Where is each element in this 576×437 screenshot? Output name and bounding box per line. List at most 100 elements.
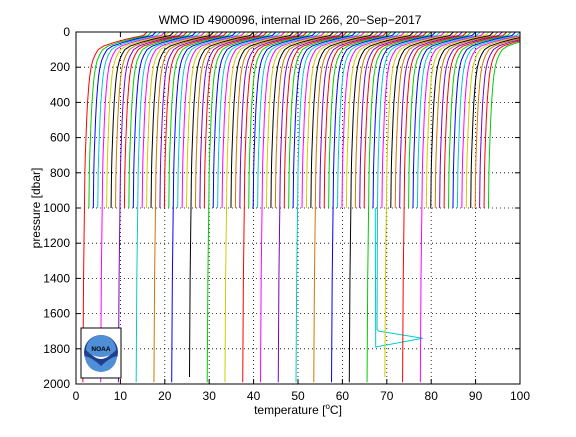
profile-line-34 [230, 32, 294, 209]
profile-line-17 [153, 32, 219, 383]
profile-line-10 [123, 32, 188, 209]
profile-line-19 [163, 32, 228, 209]
profile-line-54 [319, 32, 383, 209]
profile-line-20 [168, 32, 232, 209]
x-tick-label: 90 [469, 389, 483, 403]
y-tick-label: 600 [50, 131, 70, 145]
profile-line-49 [295, 32, 361, 383]
x-label-main: temperature [ [254, 403, 326, 417]
plot-area: 0 10 20 30 40 50 60 70 80 90 100 0 200 400 600 800 1000… [43, 25, 530, 403]
profile-line-48 [292, 32, 357, 209]
y-axis-ticks: 0 200 400 600 800 1000 1200 1400 1600 1800 2000 [43, 25, 520, 391]
profile-line-31 [217, 32, 281, 209]
profile-line-15 [146, 32, 210, 209]
y-tick-label: 1000 [43, 201, 70, 215]
y-tick-label: 1600 [43, 307, 70, 321]
profile-line-33 [224, 32, 290, 383]
x-axis-ticks: 0 10 20 30 40 50 60 70 80 90 100 [73, 32, 530, 403]
y-tick-label: 2000 [43, 377, 70, 391]
profile-line-9 [117, 32, 183, 383]
profile-line-40 [257, 32, 321, 209]
profile-line-91 [483, 40, 520, 209]
y-tick-label: 800 [50, 166, 70, 180]
profile-line-82 [443, 32, 508, 209]
profile-line-56 [328, 32, 392, 209]
profile-line-29 [206, 32, 272, 383]
x-tick-label: 60 [336, 389, 350, 403]
profile-line-76 [416, 32, 481, 209]
profile-line-36 [239, 32, 303, 209]
profile-line-65 [366, 32, 432, 383]
profile-line-1 [82, 32, 148, 383]
profile-line-38 [248, 32, 312, 209]
profile-line-75 [412, 32, 476, 209]
profile-line-61 [348, 32, 414, 383]
profile-line-52 [310, 32, 374, 209]
profile-line-69 [384, 32, 450, 377]
y-tick-label: 1400 [43, 271, 70, 285]
profile-line-3 [92, 32, 157, 209]
profile-line-55 [323, 32, 388, 209]
profile-line-14 [141, 32, 206, 209]
profile-line-28 [203, 32, 268, 209]
profile-line-59 [341, 32, 405, 209]
profile-line-2 [88, 32, 152, 209]
x-tick-label: 0 [73, 389, 80, 403]
profile-line-60 [345, 32, 410, 209]
x-tick-label: 80 [425, 389, 439, 403]
profile-line-7 [110, 32, 175, 209]
profile-line-44 [274, 32, 339, 209]
profile-line-79 [430, 32, 494, 209]
profile-series [82, 32, 520, 383]
profile-line-58 [337, 32, 401, 209]
profile-line-57 [331, 32, 397, 383]
profile-line-18 [159, 32, 223, 209]
profile-line-21 [171, 32, 237, 383]
x-tick-label: 100 [510, 389, 530, 403]
profile-line-71 [394, 32, 459, 209]
profile-line-16 [150, 32, 214, 209]
profile-line-8 [115, 32, 179, 209]
x-tick-label: 40 [247, 389, 261, 403]
profile-line-32 [221, 32, 286, 209]
profile-line-4 [97, 32, 161, 209]
profile-line-90 [479, 39, 520, 209]
profile-line-43 [270, 32, 334, 209]
logo-sky [86, 335, 116, 358]
profile-line-35 [234, 32, 299, 209]
profile-line-89 [474, 38, 520, 209]
profile-line-53 [313, 32, 379, 383]
profile-line-73 [402, 32, 468, 383]
profile-line-22 [177, 32, 241, 209]
y-tick-label: 0 [63, 25, 70, 39]
profile-line-87 [465, 36, 520, 209]
profile-line-37 [242, 32, 308, 383]
profile-line-51 [305, 32, 370, 209]
x-tick-label: 10 [114, 389, 128, 403]
profile-line-30 [212, 32, 277, 209]
x-label-tail: C] [330, 403, 342, 417]
profile-line-24 [186, 32, 250, 209]
profile-line-68 [381, 32, 445, 209]
x-tick-label: 20 [158, 389, 172, 403]
profile-line-84 [452, 32, 516, 209]
profile-line-27 [199, 32, 263, 209]
profile-line-77 [419, 32, 485, 383]
profile-line-6 [106, 32, 170, 209]
profile-line-62 [354, 32, 419, 209]
logo-wave [85, 356, 117, 372]
profile-line-39 [252, 32, 317, 209]
profile-line-66 [372, 32, 436, 209]
logo-text: NOAA [91, 346, 110, 353]
x-tick-label: 50 [291, 389, 305, 403]
profile-line-74 [408, 32, 472, 209]
profile-line-5 [100, 32, 166, 383]
profile-line-70 [390, 32, 454, 209]
y-tick-label: 1800 [43, 342, 70, 356]
profile-line-46 [283, 32, 348, 209]
profile-line-81 [439, 32, 503, 209]
profile-line-67 [374, 32, 441, 348]
x-tick-label: 70 [380, 389, 394, 403]
profile-line-42 [265, 32, 330, 209]
